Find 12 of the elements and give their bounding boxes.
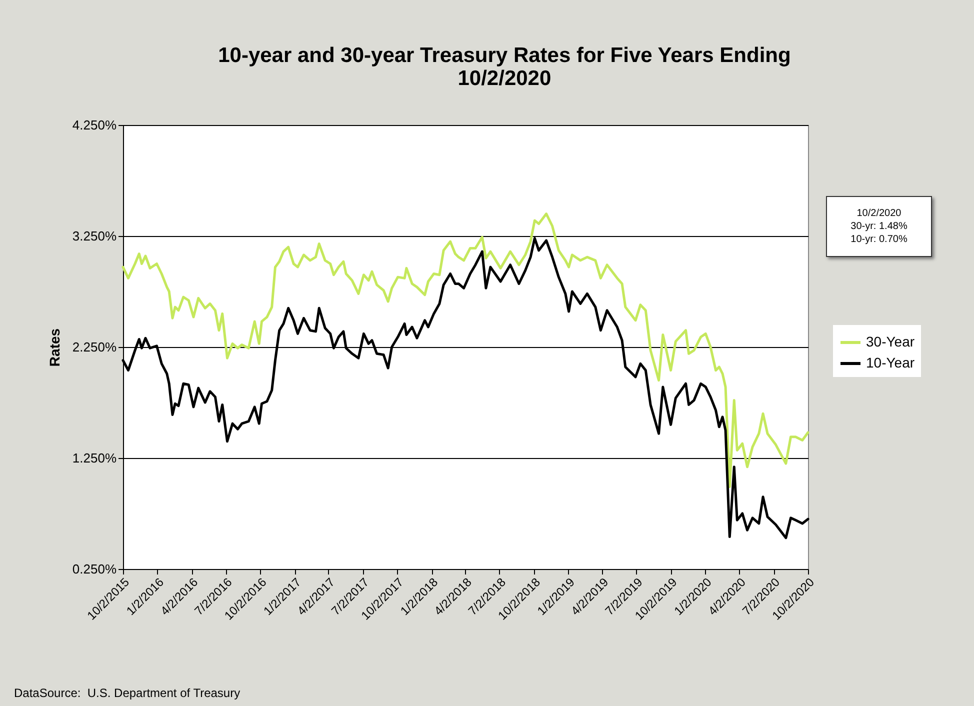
text: 10/2/2020 30-yr: 1.48% 10-yr: 0.70% (826, 196, 932, 257)
y-tick-label: 2.250% (72, 340, 117, 354)
legend-label: 30-Year (866, 334, 915, 350)
legend-label: 10-Year (866, 354, 915, 370)
line-series (122, 212, 810, 488)
y-tick-label: 1.250% (72, 450, 117, 466)
y-tick-label: 3.250% (72, 228, 117, 244)
y-axis-title: Rates (46, 328, 62, 367)
text: DataSource: U.S. Department of Treasury (14, 686, 240, 700)
chart-title: 10-year and 30-year Treasury Rates for Five Years Ending 10/2/2020 (218, 44, 791, 90)
y-tick-label: 0.250% (72, 562, 117, 576)
y-tick-label: 4.250% (72, 118, 117, 132)
